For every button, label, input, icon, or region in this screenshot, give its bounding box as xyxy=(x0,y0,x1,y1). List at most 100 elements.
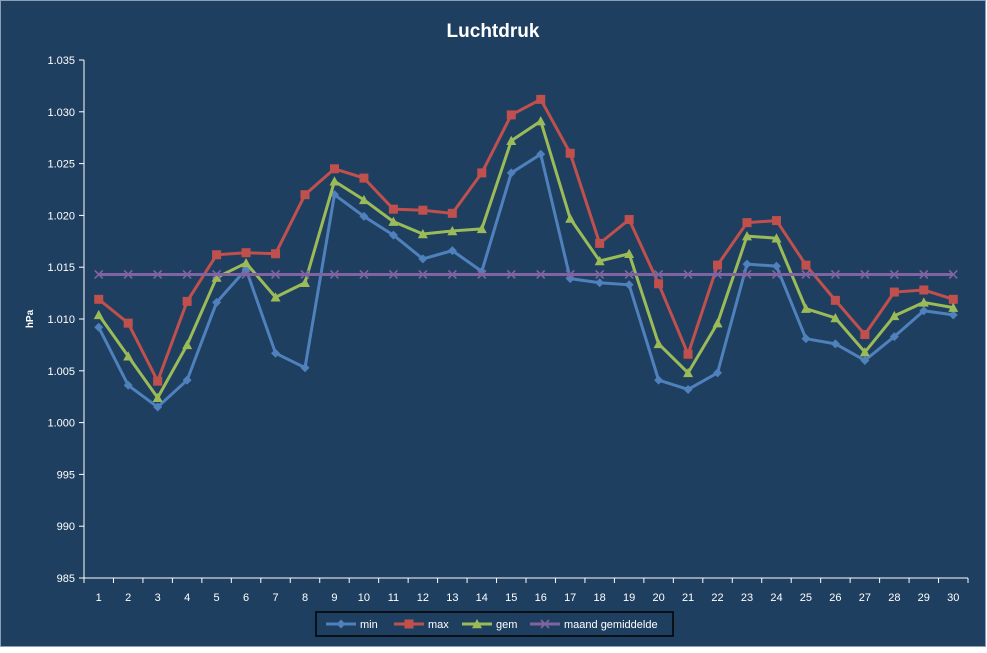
legend-item: maand gemiddelde xyxy=(530,619,658,631)
x-tick-label: 23 xyxy=(741,592,753,604)
x-tick-label: 25 xyxy=(800,592,812,604)
marker-x-stroke xyxy=(683,269,693,280)
series-maand-gemiddelde xyxy=(94,269,958,280)
data-point xyxy=(329,269,340,280)
data-point xyxy=(771,261,781,271)
data-point xyxy=(919,306,929,316)
data-point xyxy=(830,269,840,280)
data-point xyxy=(565,213,576,223)
data-point xyxy=(271,249,281,259)
legend-label: maand gemiddelde xyxy=(564,619,658,631)
data-point xyxy=(859,347,870,357)
data-point xyxy=(123,380,133,390)
x-tick-label: 6 xyxy=(243,592,249,604)
legend-label: max xyxy=(428,619,449,631)
y-tick-label: 1.010 xyxy=(47,314,75,326)
data-point xyxy=(595,278,605,288)
marker-x-stroke xyxy=(742,269,752,280)
marker-x-stroke xyxy=(477,269,487,280)
data-point xyxy=(801,269,811,280)
x-tick-label: 12 xyxy=(417,592,429,604)
data-point xyxy=(182,339,193,350)
x-tick-label: 2 xyxy=(125,592,131,604)
y-tick-label: 1.035 xyxy=(47,55,75,67)
x-tick-label: 22 xyxy=(711,592,723,604)
x-tick-label: 29 xyxy=(918,592,930,604)
y-tick-label: 990 xyxy=(57,521,75,533)
legend-marker xyxy=(336,619,346,629)
data-point xyxy=(830,339,840,349)
data-point xyxy=(506,135,517,146)
legend: min max gem maand gemiddelde xyxy=(315,611,674,637)
data-point xyxy=(565,269,575,280)
x-tick-label: 18 xyxy=(594,592,606,604)
x-tick-label: 9 xyxy=(331,592,337,604)
data-point xyxy=(359,269,369,280)
data-point xyxy=(742,218,752,228)
marker-x-stroke xyxy=(212,269,222,280)
data-point xyxy=(624,215,634,225)
data-point xyxy=(300,363,310,373)
data-point xyxy=(388,230,398,240)
data-point xyxy=(565,148,575,158)
data-point xyxy=(359,173,369,183)
data-point xyxy=(771,216,781,226)
data-point xyxy=(683,269,693,280)
data-point xyxy=(388,204,398,214)
data-point xyxy=(713,260,723,270)
data-point xyxy=(654,279,664,289)
series-group xyxy=(93,94,959,412)
data-point xyxy=(653,338,664,349)
data-point xyxy=(359,211,369,221)
x-tick-label: 27 xyxy=(859,592,871,604)
data-point xyxy=(447,246,457,256)
marker-x-stroke xyxy=(830,269,840,280)
y-tick-label: 985 xyxy=(57,573,75,585)
x-tick-label: 8 xyxy=(302,592,308,604)
y-tick-label: 1.000 xyxy=(47,418,75,430)
chart-title: Luchtdruk xyxy=(447,21,540,42)
data-point xyxy=(447,208,457,218)
x-tick-label: 21 xyxy=(682,592,694,604)
data-point xyxy=(418,269,428,280)
data-point xyxy=(919,285,929,295)
data-point xyxy=(388,269,398,280)
data-point xyxy=(742,269,752,280)
data-point xyxy=(123,351,134,361)
legend-marker xyxy=(404,619,414,629)
data-point xyxy=(212,250,222,260)
data-point xyxy=(654,375,664,385)
data-point xyxy=(418,205,428,215)
x-tick-label: 13 xyxy=(446,592,458,604)
marker-x-stroke xyxy=(447,269,457,280)
x-tick-label: 4 xyxy=(184,592,190,604)
data-point xyxy=(212,269,222,280)
marker-x-stroke xyxy=(123,269,133,280)
x-tick-label: 16 xyxy=(535,592,547,604)
series-max xyxy=(94,94,958,386)
data-point xyxy=(536,149,546,159)
y-tick-label: 995 xyxy=(57,469,75,481)
data-point xyxy=(447,225,458,236)
x-tick-label: 14 xyxy=(476,592,488,604)
data-point xyxy=(93,309,104,320)
data-point xyxy=(860,355,870,365)
data-point xyxy=(123,269,133,280)
marker-x-stroke xyxy=(771,269,782,280)
data-point xyxy=(948,302,959,312)
data-point xyxy=(476,223,487,234)
data-point xyxy=(152,392,163,402)
data-point xyxy=(300,269,310,280)
data-point xyxy=(654,269,664,280)
marker-x-stroke xyxy=(654,269,664,280)
data-point xyxy=(506,269,516,280)
data-point xyxy=(536,269,546,280)
data-point xyxy=(94,294,104,304)
y-tick-label: 1.020 xyxy=(47,210,75,222)
data-point xyxy=(123,318,133,328)
marker-x-stroke xyxy=(860,269,870,280)
marker-x-stroke xyxy=(182,269,192,280)
data-point xyxy=(594,255,605,266)
